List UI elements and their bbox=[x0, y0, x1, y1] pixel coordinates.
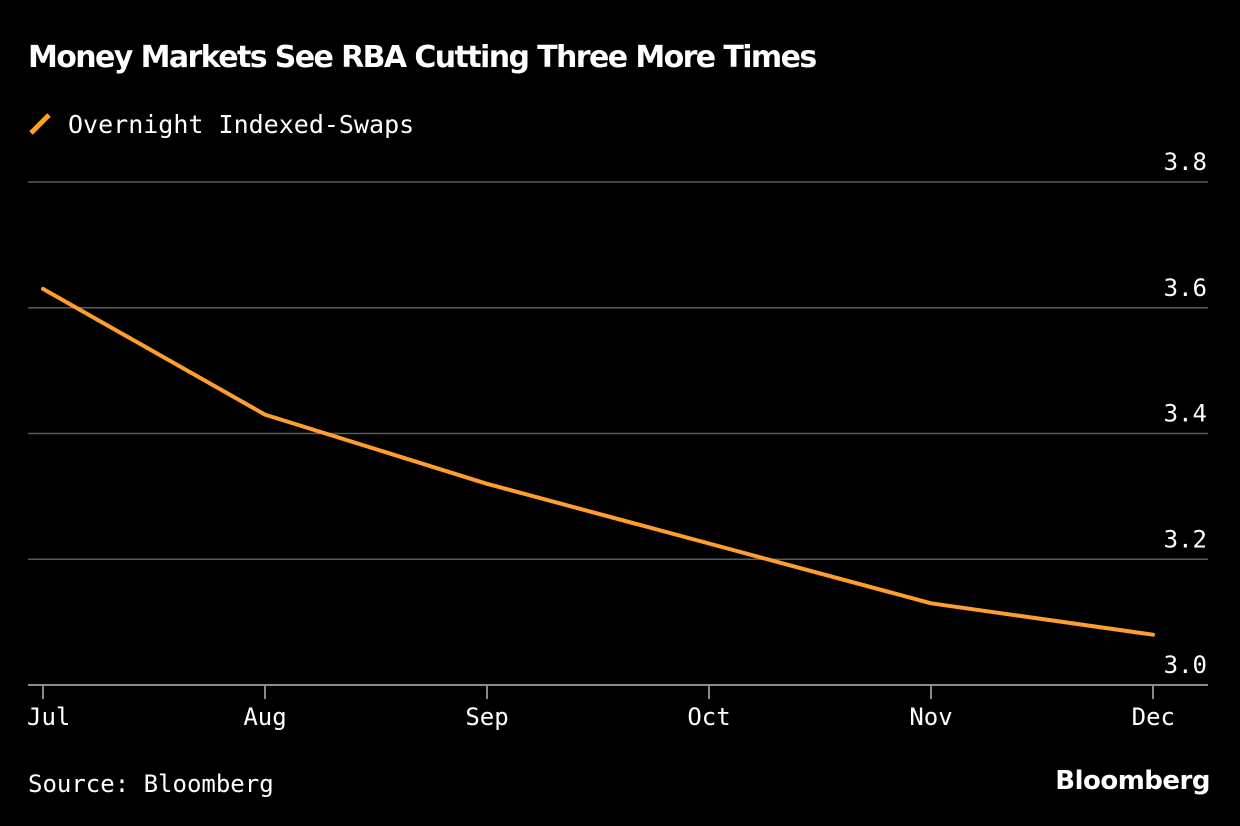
x-axis bbox=[28, 684, 1208, 699]
x-axis-labels: Jul Aug Sep Oct Nov Dec bbox=[27, 703, 1175, 731]
source-note: Source: Bloomberg bbox=[28, 770, 274, 798]
x-tick-label: Dec bbox=[1132, 703, 1175, 731]
series-line bbox=[41, 286, 1155, 637]
brand-logo: Bloomberg bbox=[1055, 766, 1210, 796]
x-tick-label: Sep bbox=[465, 703, 508, 731]
legend-swatch-icon bbox=[29, 113, 51, 135]
y-tick-label: 3.6 bbox=[1164, 274, 1207, 302]
y-axis-labels: 3.0 3.2 3.4 3.6 3.8 bbox=[1164, 148, 1207, 679]
x-tick-label: Aug bbox=[243, 703, 286, 731]
x-tick-label: Jul bbox=[27, 703, 70, 731]
series bbox=[41, 286, 1155, 637]
y-tick-label: 3.0 bbox=[1164, 651, 1207, 679]
x-tick-label: Nov bbox=[909, 703, 952, 731]
y-tick-label: 3.4 bbox=[1164, 400, 1207, 428]
legend: Overnight Indexed-Swaps bbox=[28, 106, 414, 142]
x-tick-label: Oct bbox=[687, 703, 730, 731]
legend-label: Overnight Indexed-Swaps bbox=[68, 109, 415, 139]
gridlines bbox=[28, 181, 1208, 560]
chart-title: Money Markets See RBA Cutting Three More… bbox=[28, 40, 817, 75]
y-tick-label: 3.2 bbox=[1164, 525, 1207, 553]
y-tick-label: 3.8 bbox=[1164, 148, 1207, 176]
